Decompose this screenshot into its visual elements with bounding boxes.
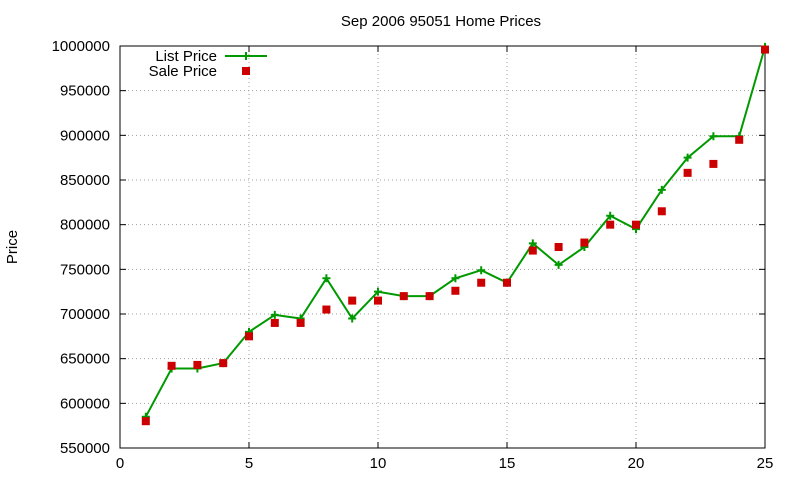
- y-tick-label: 750000: [60, 261, 110, 278]
- x-tick-label: 10: [370, 455, 387, 472]
- sale-price-point: [451, 286, 460, 295]
- grid-lines: [120, 46, 765, 448]
- sale-price-point: [425, 292, 434, 301]
- list-price-point: [554, 260, 563, 269]
- sale-price-point: [683, 168, 692, 177]
- y-tick-label: 650000: [60, 351, 110, 368]
- sale-price-point: [322, 305, 331, 314]
- y-tick-label: 600000: [60, 395, 110, 412]
- list-price-point: [477, 266, 486, 275]
- x-tick-label: 5: [245, 455, 253, 472]
- series-layer: [141, 42, 769, 426]
- legend-marker-list-price: [242, 52, 250, 60]
- sale-price-point: [399, 292, 408, 301]
- sale-price-point: [709, 159, 718, 168]
- sale-price-point: [348, 296, 357, 305]
- sale-price-point: [580, 238, 589, 247]
- sale-price-point: [657, 207, 666, 216]
- plot-frame: [119, 45, 766, 449]
- list-price-point: [528, 239, 537, 248]
- legend-marker-sale-price: [242, 67, 250, 75]
- y-tick-label: 550000: [60, 440, 110, 457]
- list-price-point: [348, 314, 357, 323]
- x-tick-label: 0: [116, 455, 124, 472]
- list-price-point: [451, 274, 460, 283]
- list-price-point: [374, 287, 382, 296]
- sale-price-point: [270, 318, 279, 327]
- sale-price-point: [141, 417, 150, 426]
- sale-price-point: [193, 360, 202, 369]
- sale-price-point: [503, 278, 511, 287]
- list-price-point: [709, 132, 718, 141]
- sale-price-point: [245, 332, 253, 341]
- list-price-point: [270, 310, 279, 319]
- sale-price-point: [374, 296, 382, 305]
- sale-price-point: [167, 361, 176, 370]
- axis-ticks: 0 5 10 15 20 25 550000 600000 650000 700000 750000…: [52, 38, 774, 472]
- sale-price-point: [632, 220, 640, 229]
- x-tick-label: 20: [628, 455, 645, 472]
- legend: List Price Sale Price: [149, 48, 267, 80]
- sale-price-point: [296, 318, 305, 327]
- x-tick-label: 25: [757, 455, 774, 472]
- y-tick-label: 950000: [60, 83, 110, 100]
- chart-title: Sep 2006 95051 Home Prices: [341, 13, 541, 30]
- sale-price-point: [761, 45, 769, 54]
- list-price-point: [657, 185, 666, 194]
- legend-label-list-price: List Price: [155, 48, 217, 65]
- y-tick-label: 700000: [60, 306, 110, 323]
- list-price-point: [683, 153, 692, 162]
- y-tick-label: 800000: [60, 217, 110, 234]
- sale-price-point: [528, 246, 537, 255]
- sale-price-point: [554, 243, 563, 251]
- y-tick-label: 850000: [60, 172, 110, 189]
- sale-price-point: [477, 278, 486, 287]
- sale-price-point: [219, 359, 228, 368]
- list-price-point: [322, 274, 331, 283]
- y-axis-label: Price: [4, 230, 21, 264]
- y-tick-label: 900000: [60, 127, 110, 144]
- series-line-list-price: [144, 46, 766, 418]
- x-tick-label: 15: [499, 455, 516, 472]
- sale-price-point: [606, 220, 615, 229]
- list-price-point: [606, 211, 615, 220]
- y-tick-label: 1000000: [52, 38, 110, 55]
- legend-label-sale-price: Sale Price: [149, 63, 217, 80]
- sale-price-point: [735, 135, 744, 144]
